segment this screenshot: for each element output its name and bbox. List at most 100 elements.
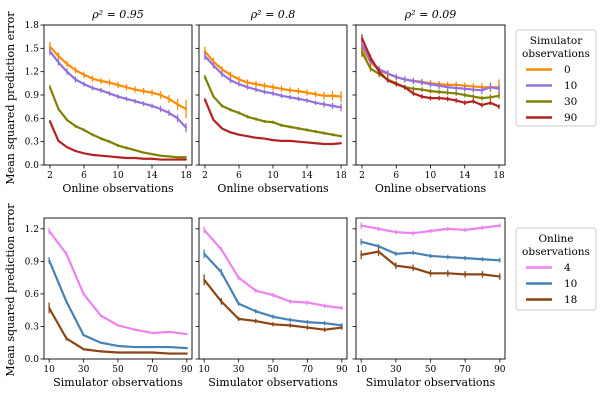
data-point [237,302,240,305]
data-point [455,92,458,95]
data-point [134,328,137,331]
data-point [142,102,145,105]
y-tick-label: 0.0 [25,161,40,171]
legend-title: observations [522,246,590,258]
data-point [91,153,94,156]
x-axis-label: Online observations [62,182,174,195]
y-tick-label: 1.8 [25,21,40,31]
data-point [498,105,500,108]
data-point [314,130,317,133]
data-point [455,87,458,89]
data-point [412,80,415,82]
data-point [168,111,170,114]
x-tick-label: 70 [459,365,471,375]
data-point [263,120,266,123]
data-point [297,140,300,143]
data-point [83,129,85,131]
data-point [272,323,274,326]
data-point [117,351,119,354]
data-point [386,72,389,75]
data-point [203,278,206,281]
data-point [100,154,102,157]
data-point [159,154,162,157]
data-point [438,84,440,87]
data-point [176,156,179,159]
series-4 [360,222,501,236]
data-point [229,73,232,76]
x-tick-label: 10 [198,365,210,375]
data-point [229,108,232,111]
data-point [185,126,187,129]
data-point [421,81,423,84]
x-tick-label: 18 [335,171,347,181]
data-point [289,300,292,303]
data-point [306,129,308,131]
data-point [203,229,206,231]
data-point [498,275,501,278]
data-point [480,104,483,107]
data-point [185,333,188,335]
data-point [168,155,170,158]
data-point [280,94,283,97]
data-point [212,64,215,67]
data-point [446,86,449,89]
data-point [306,99,308,102]
data-point [429,272,432,275]
data-point [464,273,467,276]
y-tick-label: 1.2 [25,225,39,235]
x-tick-label: 90 [181,365,193,375]
data-point [168,352,171,355]
series-10 [204,52,342,112]
data-point [331,143,334,145]
x-tick-label: 18 [493,171,505,181]
panel-frame [43,217,193,360]
data-point [306,321,309,324]
data-point [394,252,397,255]
data-point [48,259,51,262]
x-tick-label: 6 [81,171,87,181]
data-point [323,143,325,145]
data-point [74,78,77,81]
data-point [246,115,249,118]
data-point [395,76,398,79]
data-point [297,97,300,100]
data-point [412,87,415,90]
legend-label: 4 [564,262,571,274]
legend-label: 10 [564,80,577,92]
x-tick-label: 70 [302,365,314,375]
data-point [340,106,342,109]
data-point [429,255,432,257]
data-point [176,103,179,106]
data-point [323,322,326,325]
data-point [151,104,153,107]
x-tick-label: 50 [267,365,279,375]
data-point [263,84,266,87]
panel-title: ρ² = 0.95 [91,8,144,21]
data-point [438,97,440,100]
y-tick-label: 0.6 [25,114,40,124]
data-point [100,89,102,92]
data-point [49,45,51,48]
data-point [91,77,94,80]
x-tick-label: 6 [236,171,242,181]
data-point [272,294,274,296]
data-point [323,103,325,106]
data-point [246,81,249,84]
data-point [446,91,449,94]
data-point [429,230,432,232]
y-tick-label: 0.3 [25,322,40,332]
data-point [134,351,137,354]
data-point [65,337,68,340]
data-point [272,92,274,95]
data-point [263,137,266,140]
data-point [446,272,449,275]
data-point [134,149,136,152]
legend-label: 0 [564,64,571,76]
data-point [395,83,398,86]
x-tick-label: 14 [146,171,158,181]
data-point [314,93,317,96]
data-point [99,350,102,353]
data-point [297,127,300,130]
y-tick-label: 1.5 [25,44,40,54]
